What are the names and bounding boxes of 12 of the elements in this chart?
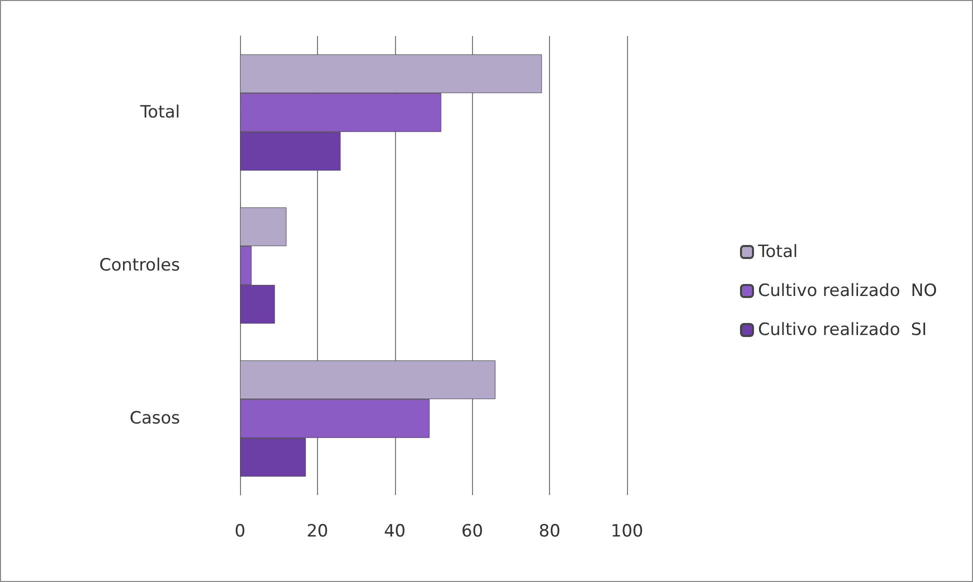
legend-label: Cultivo realizado SI	[758, 320, 927, 340]
x-tick-label: 0	[234, 522, 246, 542]
legend-label: Cultivo realizado NO	[758, 281, 937, 301]
x-tick-label: 20	[306, 522, 328, 542]
x-tick-label: 80	[538, 522, 560, 542]
x-tick-label: 40	[384, 522, 406, 542]
y-tick-label: Total	[139, 102, 180, 122]
x-tick-label: 100	[610, 522, 644, 542]
y-tick-label: Casos	[130, 408, 180, 428]
legend-label: Total	[757, 242, 798, 262]
y-tick-label: Controles	[99, 256, 180, 276]
x-tick-label: 60	[461, 522, 484, 542]
